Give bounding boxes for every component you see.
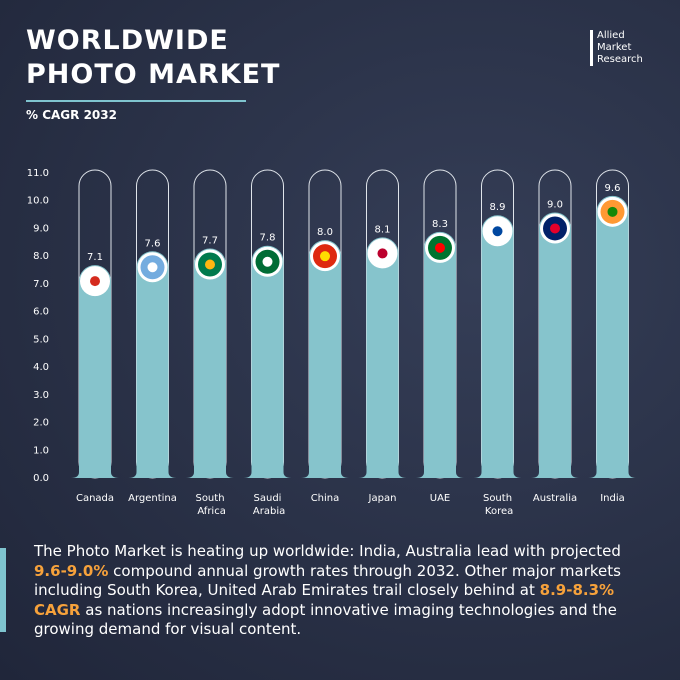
- y-tick-label: 5.0: [33, 334, 49, 345]
- description-text: The Photo Market is heating up worldwide…: [34, 542, 621, 560]
- logo: Allied Market Research: [590, 30, 659, 66]
- x-tick-label-line: Africa: [194, 506, 226, 517]
- description: The Photo Market is heating up worldwide…: [34, 542, 654, 640]
- bar: [301, 240, 349, 478]
- y-tick-label: 1.0: [33, 445, 49, 456]
- x-tick-label-line: Japan: [368, 493, 397, 504]
- bar: [71, 265, 119, 478]
- x-tick-label-line: Saudi: [254, 493, 282, 504]
- value-label: 8.3: [432, 219, 448, 230]
- x-tick-label-line: Korea: [482, 506, 514, 517]
- title: WORLDWIDE PHOTO MARKET: [26, 25, 281, 90]
- y-tick-label: 0.0: [33, 473, 49, 484]
- flag-emblem: [90, 276, 100, 287]
- value-label: 9.0: [547, 199, 563, 210]
- y-tick-label: 7.0: [33, 279, 49, 290]
- x-tick-label: India: [600, 493, 625, 504]
- flag-emblem: [492, 226, 503, 237]
- y-tick-label: 8.0: [33, 251, 49, 262]
- value-label: 7.6: [145, 238, 161, 249]
- flag-emblem: [320, 251, 330, 262]
- flag-emblem: [205, 259, 215, 270]
- bar: [128, 251, 177, 478]
- x-tick-label: South Africa: [194, 493, 226, 517]
- y-tick-label: 10.0: [27, 196, 49, 207]
- value-label: 7.7: [202, 236, 218, 247]
- x-tick-label-line: Australia: [533, 493, 577, 504]
- x-tick-label-line: Arabia: [250, 506, 286, 517]
- flag-emblem: [435, 242, 445, 253]
- x-tick-label-line: UAE: [430, 493, 450, 504]
- highlight: 9.6-9.0%: [34, 561, 109, 580]
- x-tick-label: Japan: [368, 493, 397, 504]
- bar: [531, 212, 579, 479]
- bar: [588, 195, 637, 478]
- bar: [358, 237, 407, 478]
- x-tick-label-line: Argentina: [128, 493, 177, 504]
- x-tick-label-line: India: [600, 493, 625, 504]
- x-tick-label: Australia: [533, 493, 577, 504]
- x-tick-label-line: South: [195, 493, 224, 504]
- x-tick-label-line: China: [311, 493, 340, 504]
- description-text: compound annual growth rates through 203…: [34, 561, 621, 600]
- y-tick-label: 11.0: [27, 168, 49, 179]
- value-label: 7.1: [87, 252, 103, 263]
- title-rule: [26, 100, 246, 102]
- bar: [243, 245, 292, 478]
- y-tick-label: 4.0: [33, 362, 49, 373]
- value-label: 8.0: [317, 227, 333, 238]
- x-tick-label: Argentina: [128, 493, 177, 504]
- value-label: 8.1: [375, 224, 391, 235]
- flag-emblem: [607, 206, 618, 217]
- y-tick-label: 2.0: [33, 418, 49, 429]
- subtitle: % CAGR 2032: [26, 108, 117, 122]
- bar: [473, 215, 522, 478]
- x-tick-label: Saudi Arabia: [250, 493, 286, 517]
- value-label: 7.8: [260, 233, 276, 244]
- side-bar: [0, 548, 6, 632]
- x-tick-label: Canada: [76, 493, 114, 504]
- description-text: as nations increasingly adopt innovative…: [34, 600, 617, 639]
- x-tick-label: UAE: [430, 493, 450, 504]
- bar: [416, 231, 464, 478]
- value-label: 8.9: [490, 202, 506, 213]
- y-tick-label: 3.0: [33, 390, 49, 401]
- highlight: 8.9-8.3% CAGR: [34, 581, 615, 619]
- x-tick-label: China: [311, 493, 340, 504]
- x-tick-label-line: Canada: [76, 493, 114, 504]
- value-label: 9.6: [605, 183, 621, 194]
- x-tick-label-line: South: [483, 493, 512, 504]
- y-tick-label: 9.0: [33, 223, 49, 234]
- flag-emblem: [550, 223, 560, 234]
- flag-emblem: [147, 262, 158, 273]
- flag-emblem: [377, 248, 388, 259]
- y-tick-label: 6.0: [33, 307, 49, 318]
- flag-emblem: [262, 256, 273, 267]
- bar: [186, 248, 234, 478]
- x-tick-label: South Korea: [482, 493, 514, 517]
- chart: 0.0 1.0 2.0 3.0 4.0 5.0 6.0 7.0 8.0 9.0 10.0 11.0 7.…: [27, 168, 637, 517]
